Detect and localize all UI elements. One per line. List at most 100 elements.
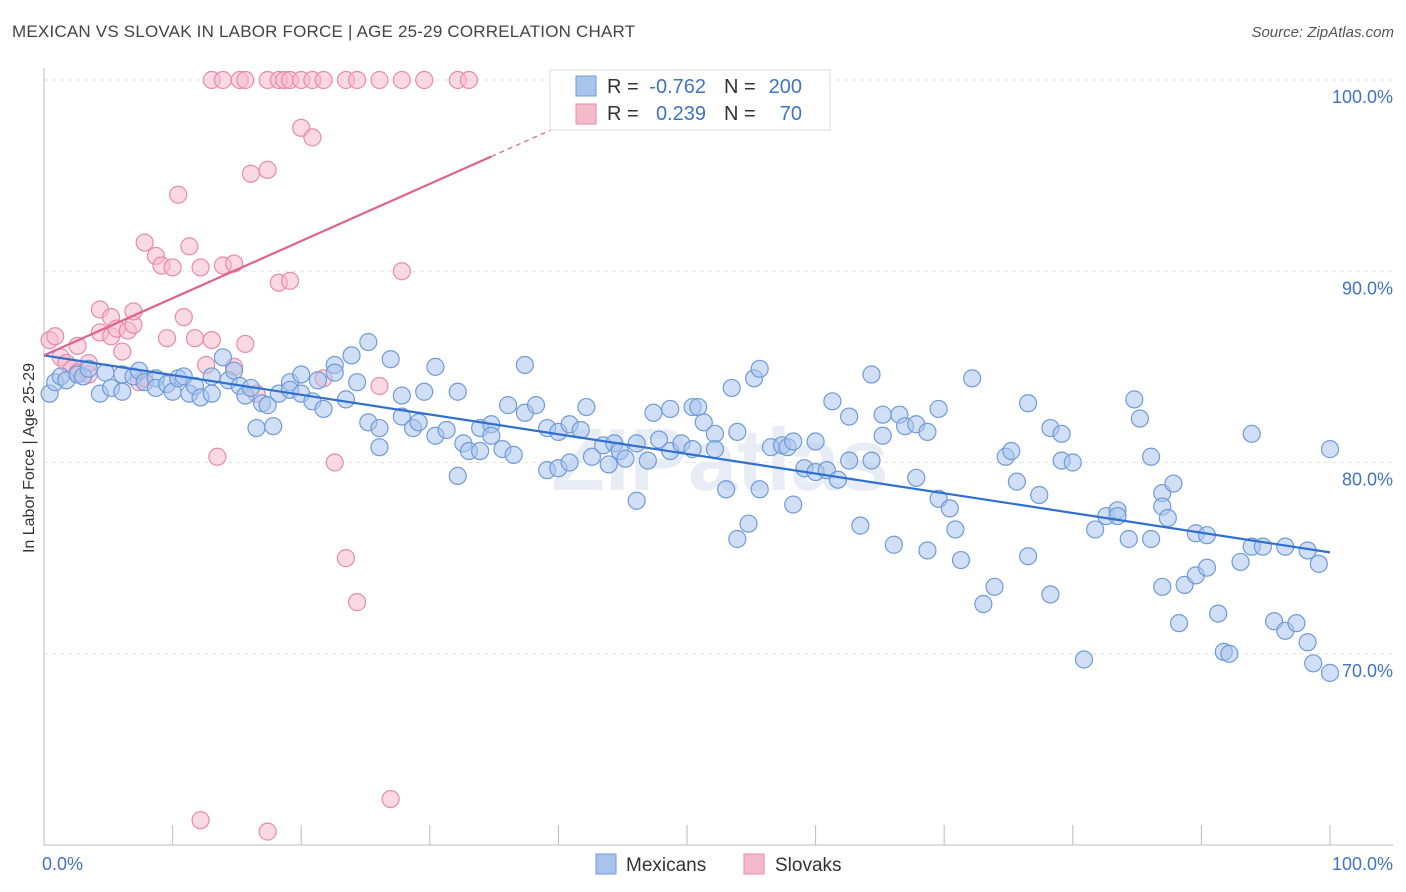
y-tick-label-1: 80.0% bbox=[1342, 470, 1393, 490]
slovaks-point-24 bbox=[163, 258, 182, 277]
slovaks-point-34 bbox=[225, 254, 244, 273]
slovaks-point-43 bbox=[303, 128, 322, 147]
mexicans-point-128 bbox=[873, 405, 892, 424]
mexicans-point-160 bbox=[1108, 506, 1127, 526]
mexicans-point-135 bbox=[918, 541, 937, 560]
legend-r-value-slovaks: 0.239 bbox=[656, 103, 706, 125]
mexicans-point-62 bbox=[448, 382, 467, 401]
mexicans-point-127 bbox=[862, 365, 881, 384]
mexicans-point-171 bbox=[1169, 614, 1189, 633]
slovaks-point-41 bbox=[280, 271, 300, 290]
legend-r-value-mexicans: -0.762 bbox=[649, 76, 706, 98]
mexicans-point-161 bbox=[1119, 529, 1138, 549]
mexicans-point-66 bbox=[471, 441, 490, 461]
y-axis-label: In Labor Force | Age 25-29 bbox=[21, 363, 38, 553]
mexicans-point-48 bbox=[348, 373, 367, 392]
mexicans-point-72 bbox=[504, 445, 523, 464]
slovaks-point-31 bbox=[202, 331, 221, 350]
mexicans-point-154 bbox=[1052, 424, 1071, 443]
mexicans-trend-line bbox=[43, 354, 1331, 554]
mexicans-point-45 bbox=[325, 363, 344, 382]
mexicans-point-168 bbox=[1153, 577, 1172, 596]
y-tick-label-2: 90.0% bbox=[1342, 278, 1393, 298]
mexicans-point-115 bbox=[784, 432, 803, 451]
mexicans-point-136 bbox=[918, 422, 937, 441]
slovaks-point-39 bbox=[258, 160, 277, 179]
mexicans-point-192 bbox=[1320, 440, 1340, 459]
mexicans-point-75 bbox=[526, 396, 546, 415]
mexicans-point-93 bbox=[644, 403, 663, 422]
bottom-legend-label-slovaks: Slovaks bbox=[775, 855, 842, 876]
mexicans-point-43 bbox=[314, 399, 333, 419]
slovaks-point-45 bbox=[325, 453, 344, 472]
mexicans-point-42 bbox=[308, 371, 328, 390]
mexicans-point-52 bbox=[370, 418, 389, 438]
mexicans-point-125 bbox=[851, 516, 870, 535]
slovaks-point-51 bbox=[191, 811, 210, 830]
mexicans-point-133 bbox=[907, 468, 926, 487]
y-tick-label-0: 70.0% bbox=[1342, 661, 1393, 681]
mexicans-point-148 bbox=[1018, 394, 1038, 413]
mexicans-point-107 bbox=[728, 529, 747, 549]
series-legend: Mexicans Slovaks bbox=[595, 853, 842, 876]
slovaks-point-63 bbox=[314, 70, 333, 90]
mexicans-point-170 bbox=[1164, 474, 1183, 493]
mexicans-point-89 bbox=[616, 449, 635, 468]
slovaks-point-50 bbox=[392, 262, 411, 281]
mexicans-point-129 bbox=[873, 426, 892, 445]
slovaks-point-67 bbox=[392, 70, 411, 90]
slovaks-point-46 bbox=[336, 549, 356, 568]
mexicans-point-26 bbox=[213, 348, 233, 367]
mexicans-point-58 bbox=[415, 382, 434, 401]
mexicans-point-169 bbox=[1158, 508, 1177, 528]
mexicans-point-139 bbox=[940, 499, 959, 518]
mexicans-point-35 bbox=[264, 417, 283, 436]
mexicans-point-28 bbox=[225, 361, 244, 380]
mexicans-point-116 bbox=[784, 495, 803, 514]
mexicans-point-103 bbox=[705, 440, 725, 459]
slovaks-point-26 bbox=[174, 308, 193, 327]
mexicans-point-165 bbox=[1141, 447, 1161, 466]
mexicans-point-39 bbox=[292, 365, 311, 384]
mexicans-point-61 bbox=[437, 420, 456, 440]
bottom-legend-swatch-slovaks bbox=[743, 853, 765, 875]
slovaks-point-20 bbox=[135, 233, 154, 252]
slovaks-point-28 bbox=[185, 329, 205, 348]
mexicans-point-180 bbox=[1231, 552, 1250, 572]
legend-swatch-mexicans bbox=[575, 75, 597, 97]
mexicans-point-126 bbox=[862, 451, 881, 470]
legend-r-label-1: R = bbox=[607, 76, 639, 98]
mexicans-point-101 bbox=[694, 413, 713, 432]
mexicans-point-59 bbox=[426, 357, 445, 376]
mexicans-point-143 bbox=[974, 594, 993, 614]
mexicans-point-50 bbox=[359, 332, 378, 352]
slovaks-point-36 bbox=[236, 334, 255, 354]
mexicans-point-182 bbox=[1242, 424, 1261, 443]
mexicans-point-51 bbox=[370, 438, 389, 457]
mexicans-point-121 bbox=[823, 392, 842, 411]
mexicans-point-108 bbox=[739, 514, 758, 533]
slovaks-point-54 bbox=[213, 70, 233, 90]
mexicans-point-90 bbox=[627, 491, 646, 510]
legend-swatch-slovaks bbox=[575, 103, 597, 125]
mexicans-point-110 bbox=[750, 359, 769, 378]
mexicans-point-137 bbox=[929, 399, 948, 419]
y-tick-labels: 70.0% 80.0% 90.0% 100.0% bbox=[1332, 87, 1393, 681]
mexicans-point-105 bbox=[722, 378, 741, 398]
mexicans-point-124 bbox=[840, 407, 859, 426]
mexicans-point-144 bbox=[985, 577, 1004, 596]
mexicans-point-157 bbox=[1086, 520, 1105, 539]
slovaks-point-68 bbox=[415, 70, 434, 90]
mexicans-point-81 bbox=[560, 453, 579, 472]
mexicans-point-100 bbox=[689, 397, 708, 417]
bottom-legend-swatch-mexicans bbox=[595, 853, 617, 875]
mexicans-point-32 bbox=[247, 418, 266, 438]
legend-box bbox=[549, 69, 831, 131]
mexicans-point-73 bbox=[515, 355, 534, 375]
mexicans-point-122 bbox=[828, 470, 848, 489]
mexicans-point-94 bbox=[649, 430, 669, 449]
slovaks-point-56 bbox=[236, 70, 255, 90]
correlation-legend: R = -0.762 N = 200 R = 0.239 N = 70 bbox=[549, 69, 831, 131]
slovaks-point-52 bbox=[258, 822, 277, 841]
